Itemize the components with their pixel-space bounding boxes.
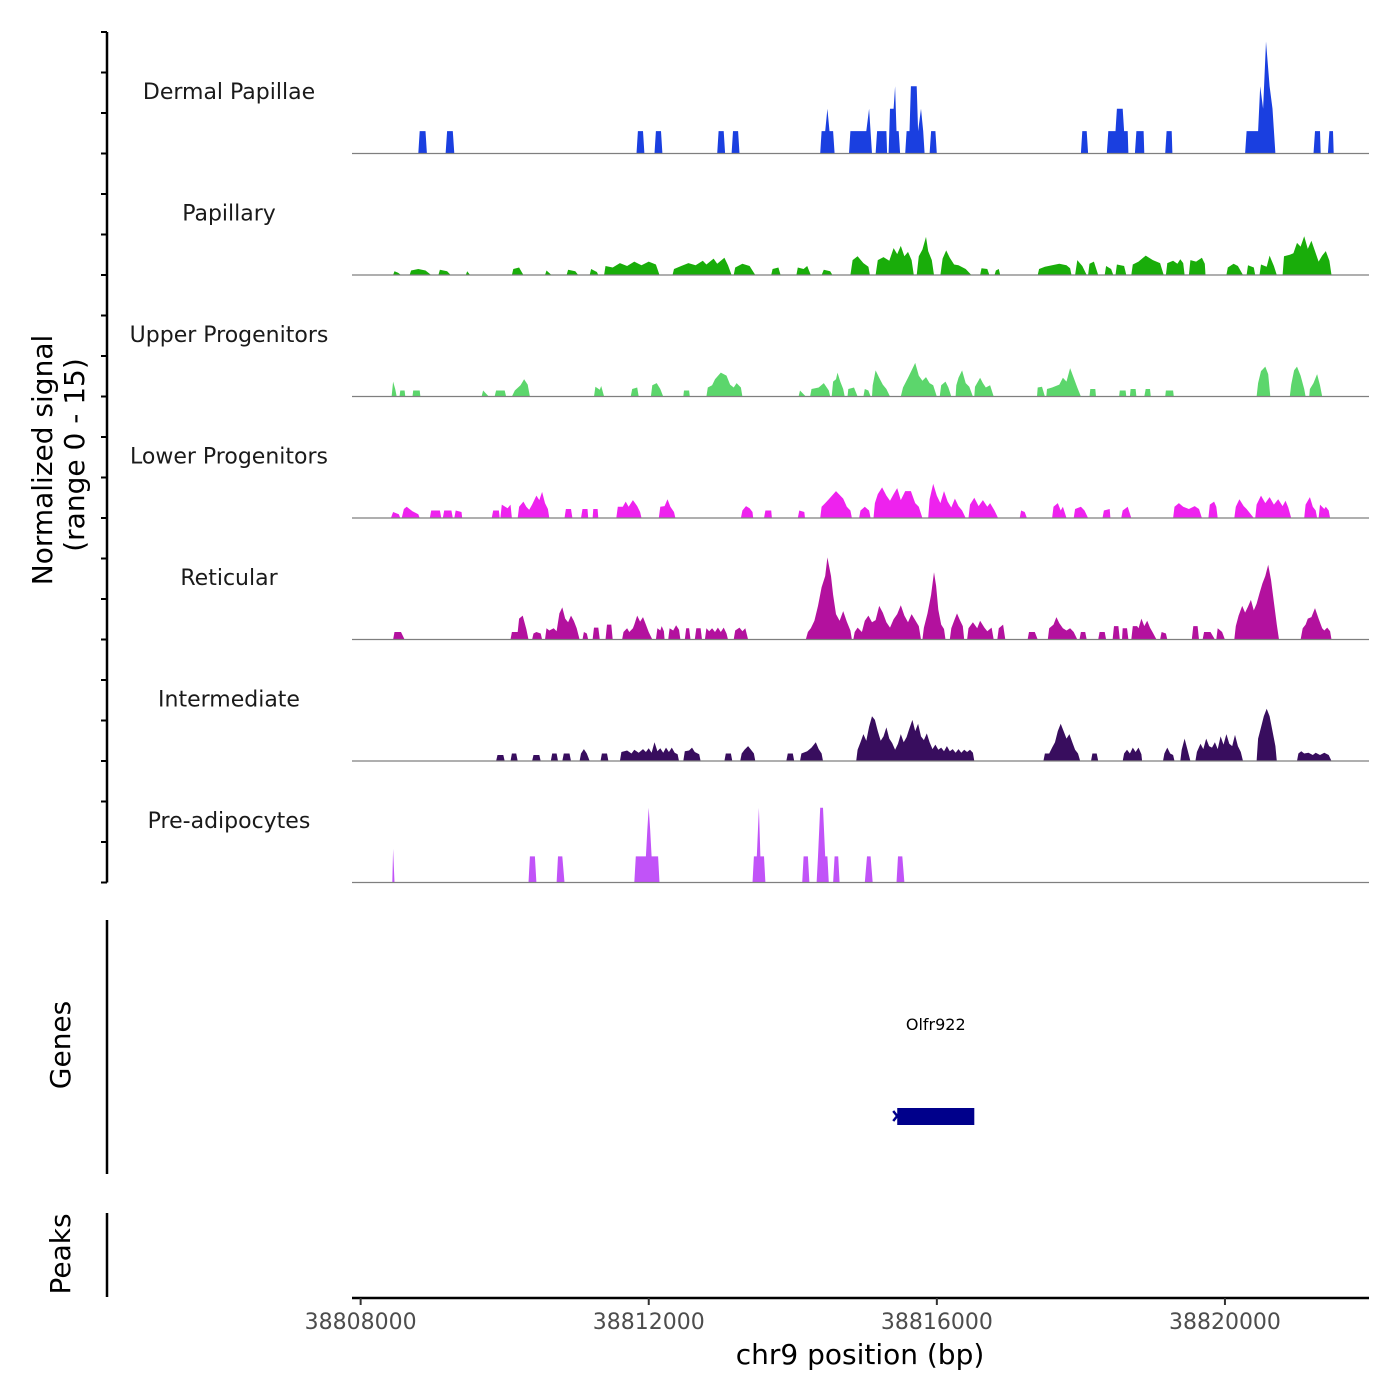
track-upper-progenitors: Upper Progenitors (130, 323, 1369, 398)
y-axis-subtitle: (range 0 - 15) (58, 358, 91, 552)
track-label: Intermediate (158, 688, 300, 713)
peaks-panel-title: Peaks (44, 1213, 77, 1294)
x-tick-label: 38816000 (881, 1310, 993, 1335)
gene-label: Olfr922 (906, 1015, 966, 1034)
signal-area (393, 236, 1332, 275)
signal-area (496, 708, 1332, 761)
track-papillary: Papillary (182, 202, 1369, 276)
track-intermediate: Intermediate (158, 688, 1369, 762)
signal-area (390, 483, 1331, 518)
strand-marker (892, 1110, 903, 1122)
x-tick-label: 38812000 (593, 1310, 705, 1335)
x-axis-ticks: 38808000 38812000 38816000 38820000 (305, 1298, 1281, 1335)
y-axis-title: Normalized signal (26, 335, 59, 586)
gene-body (897, 1108, 975, 1125)
gene-olfr922: Olfr922 (892, 1015, 975, 1125)
track-label: Pre-adipocytes (148, 809, 311, 834)
signal-area (391, 362, 1323, 397)
track-dermal-papillae: Dermal Papillae (143, 41, 1369, 155)
signal-area (418, 41, 1334, 154)
track-label: Lower Progenitors (130, 445, 328, 470)
track-label: Upper Progenitors (130, 323, 329, 348)
signal-area (393, 557, 1332, 640)
track-lower-progenitors: Lower Progenitors (130, 445, 1369, 519)
signal-area (392, 807, 905, 883)
x-tick-label: 38808000 (305, 1310, 417, 1335)
coverage-tracks: Dermal Papillae Papillary Upper Progenitor… (130, 41, 1369, 884)
track-pre-adipocytes: Pre-adipocytes (148, 807, 1369, 884)
track-reticular: Reticular (180, 557, 1369, 641)
track-label: Dermal Papillae (143, 80, 315, 105)
x-tick-label: 38820000 (1169, 1310, 1281, 1335)
coverage-y-axis (101, 31, 109, 884)
genes-panel-title: Genes (44, 1001, 77, 1089)
gene-annotations: Olfr922 (892, 1015, 975, 1125)
x-axis-title: chr9 position (bp) (736, 1338, 985, 1371)
track-label: Papillary (182, 202, 276, 227)
track-label: Reticular (180, 566, 278, 591)
